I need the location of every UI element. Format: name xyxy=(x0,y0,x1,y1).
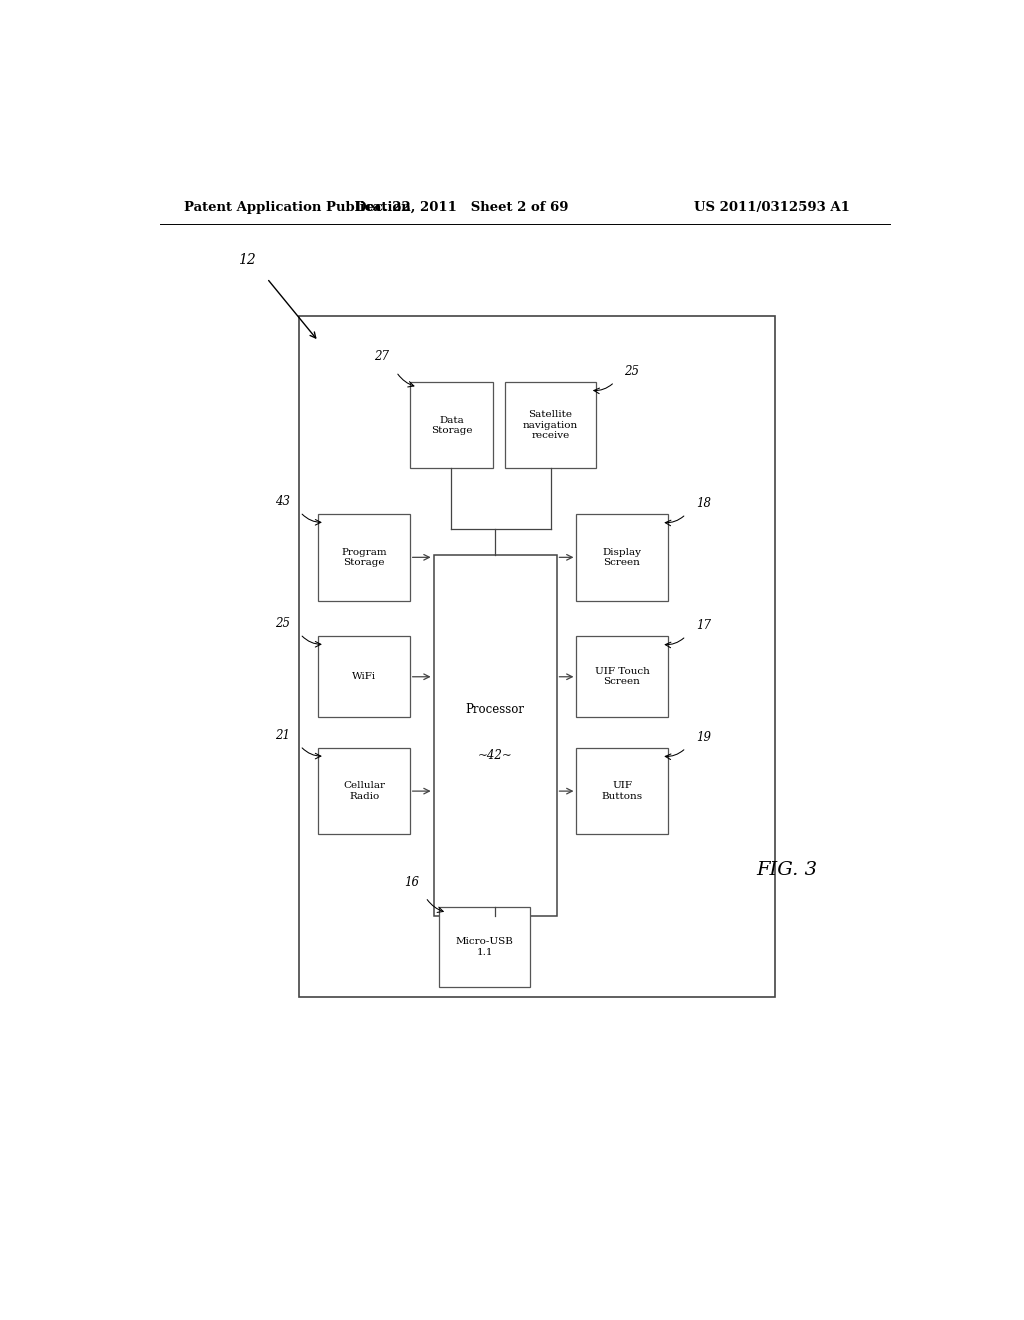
Text: 17: 17 xyxy=(696,619,711,632)
Text: Data
Storage: Data Storage xyxy=(431,416,472,434)
Text: 16: 16 xyxy=(403,875,419,888)
Bar xyxy=(505,381,596,469)
Bar xyxy=(318,748,410,834)
Text: Cellular
Radio: Cellular Radio xyxy=(343,781,385,801)
Text: 43: 43 xyxy=(275,495,290,508)
Text: Program
Storage: Program Storage xyxy=(341,548,387,568)
Bar xyxy=(433,554,557,916)
Text: 25: 25 xyxy=(275,618,290,631)
Text: 27: 27 xyxy=(375,350,389,363)
Text: WiFi: WiFi xyxy=(352,672,376,681)
Text: Micro-USB
1.1: Micro-USB 1.1 xyxy=(456,937,514,957)
Bar xyxy=(577,748,668,834)
Text: Patent Application Publication: Patent Application Publication xyxy=(183,201,411,214)
Text: 18: 18 xyxy=(696,498,711,511)
Bar xyxy=(577,636,668,718)
Text: US 2011/0312593 A1: US 2011/0312593 A1 xyxy=(694,201,850,214)
Text: 25: 25 xyxy=(625,366,639,379)
Text: 21: 21 xyxy=(275,729,290,742)
Text: Dec. 22, 2011   Sheet 2 of 69: Dec. 22, 2011 Sheet 2 of 69 xyxy=(354,201,568,214)
Bar xyxy=(299,315,775,997)
Text: FIG. 3: FIG. 3 xyxy=(756,861,817,879)
Text: Satellite
navigation
receive: Satellite navigation receive xyxy=(523,411,579,440)
Bar xyxy=(318,515,410,601)
Bar xyxy=(577,515,668,601)
Text: 12: 12 xyxy=(239,253,256,267)
Text: Display
Screen: Display Screen xyxy=(602,548,641,568)
Text: UIF
Buttons: UIF Buttons xyxy=(601,781,643,801)
Bar xyxy=(410,381,494,469)
Text: ~42~: ~42~ xyxy=(477,748,512,762)
Text: UIF Touch
Screen: UIF Touch Screen xyxy=(595,667,649,686)
Bar xyxy=(318,636,410,718)
Text: 19: 19 xyxy=(696,731,711,744)
Text: Processor: Processor xyxy=(466,704,524,717)
Bar xyxy=(439,907,530,987)
